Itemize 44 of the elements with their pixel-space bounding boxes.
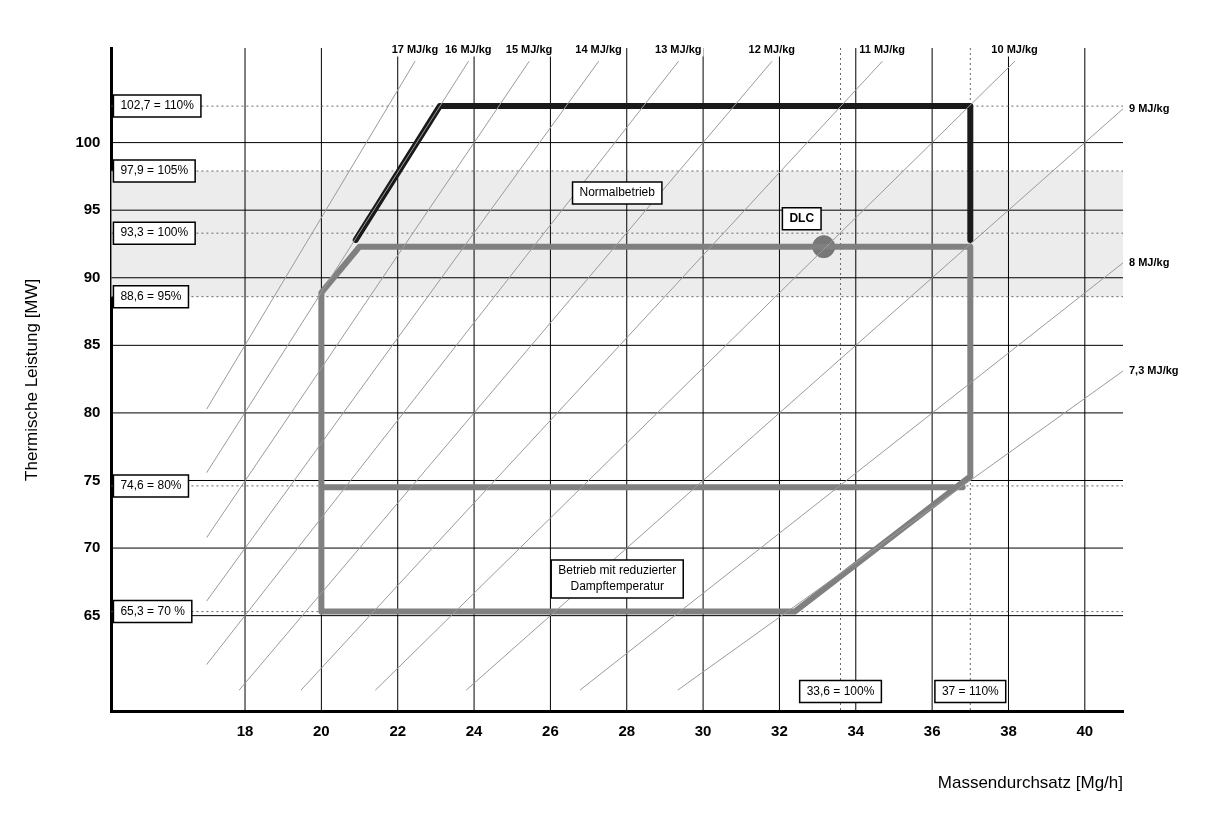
x-tick-label: 32 (771, 721, 788, 739)
ref-line-label: 65,3 = 70 % (120, 603, 186, 618)
ref-line-label: 102,7 = 110% (120, 98, 195, 113)
x-tick-label: 38 (1000, 721, 1017, 739)
series-label: 12 MJ/kg (748, 43, 796, 56)
series-label: 14 MJ/kg (575, 43, 622, 56)
ref-line-label: 88,6 = 95% (120, 288, 182, 303)
annotation: Betrieb mit reduzierter Dampftemperatur (558, 563, 677, 594)
ref-line-label: 33,6 = 100% (806, 683, 875, 698)
ref-line-label: 97,9 = 105% (120, 163, 189, 178)
x-tick-label: 30 (694, 721, 712, 739)
y-tick-label: 75 (83, 470, 101, 488)
series-label: 7,3 MJ/kg (1129, 364, 1179, 377)
series-label: 17 MJ/kg (391, 43, 439, 56)
y-tick-label: 90 (83, 267, 101, 285)
x-tick-label: 18 (236, 721, 254, 739)
ref-line-label: 93,3 = 100% (120, 225, 189, 240)
y-tick-label: 100 (75, 132, 101, 150)
x-tick-label: 34 (847, 721, 865, 739)
series-label: 16 MJ/kg (445, 43, 492, 56)
x-axis-title: Massendurchsatz [Mg/h] (937, 773, 1123, 793)
annotation: DLC (789, 210, 815, 225)
x-tick-label: 26 (542, 721, 559, 739)
y-tick-label: 70 (83, 538, 101, 556)
series-label: 15 MJ/kg (505, 43, 553, 56)
series-label: 11 MJ/kg (859, 43, 906, 56)
x-tick-label: 36 (923, 721, 941, 739)
x-tick-label: 20 (313, 721, 330, 739)
ref-line-label: 37 = 110% (941, 683, 1000, 698)
series-label: 13 MJ/kg (655, 43, 702, 56)
y-axis-title: Thermische Leistung [MW] (21, 278, 41, 481)
y-tick-label: 65 (83, 605, 101, 623)
x-tick-label: 40 (1076, 721, 1094, 739)
y-tick-label: 85 (83, 335, 101, 353)
ref-line-label: 74,6 = 80% (120, 478, 182, 493)
series-label: 9 MJ/kg (1129, 101, 1170, 114)
y-tick-label: 95 (83, 200, 101, 218)
series-label: 8 MJ/kg (1129, 255, 1170, 268)
y-tick-label: 80 (83, 403, 101, 421)
x-tick-label: 28 (618, 721, 636, 739)
x-tick-label: 22 (389, 721, 407, 739)
series-label: 10 MJ/kg (991, 43, 1038, 56)
band-label: Normalbetrieb (579, 185, 656, 200)
x-tick-label: 24 (465, 721, 484, 739)
